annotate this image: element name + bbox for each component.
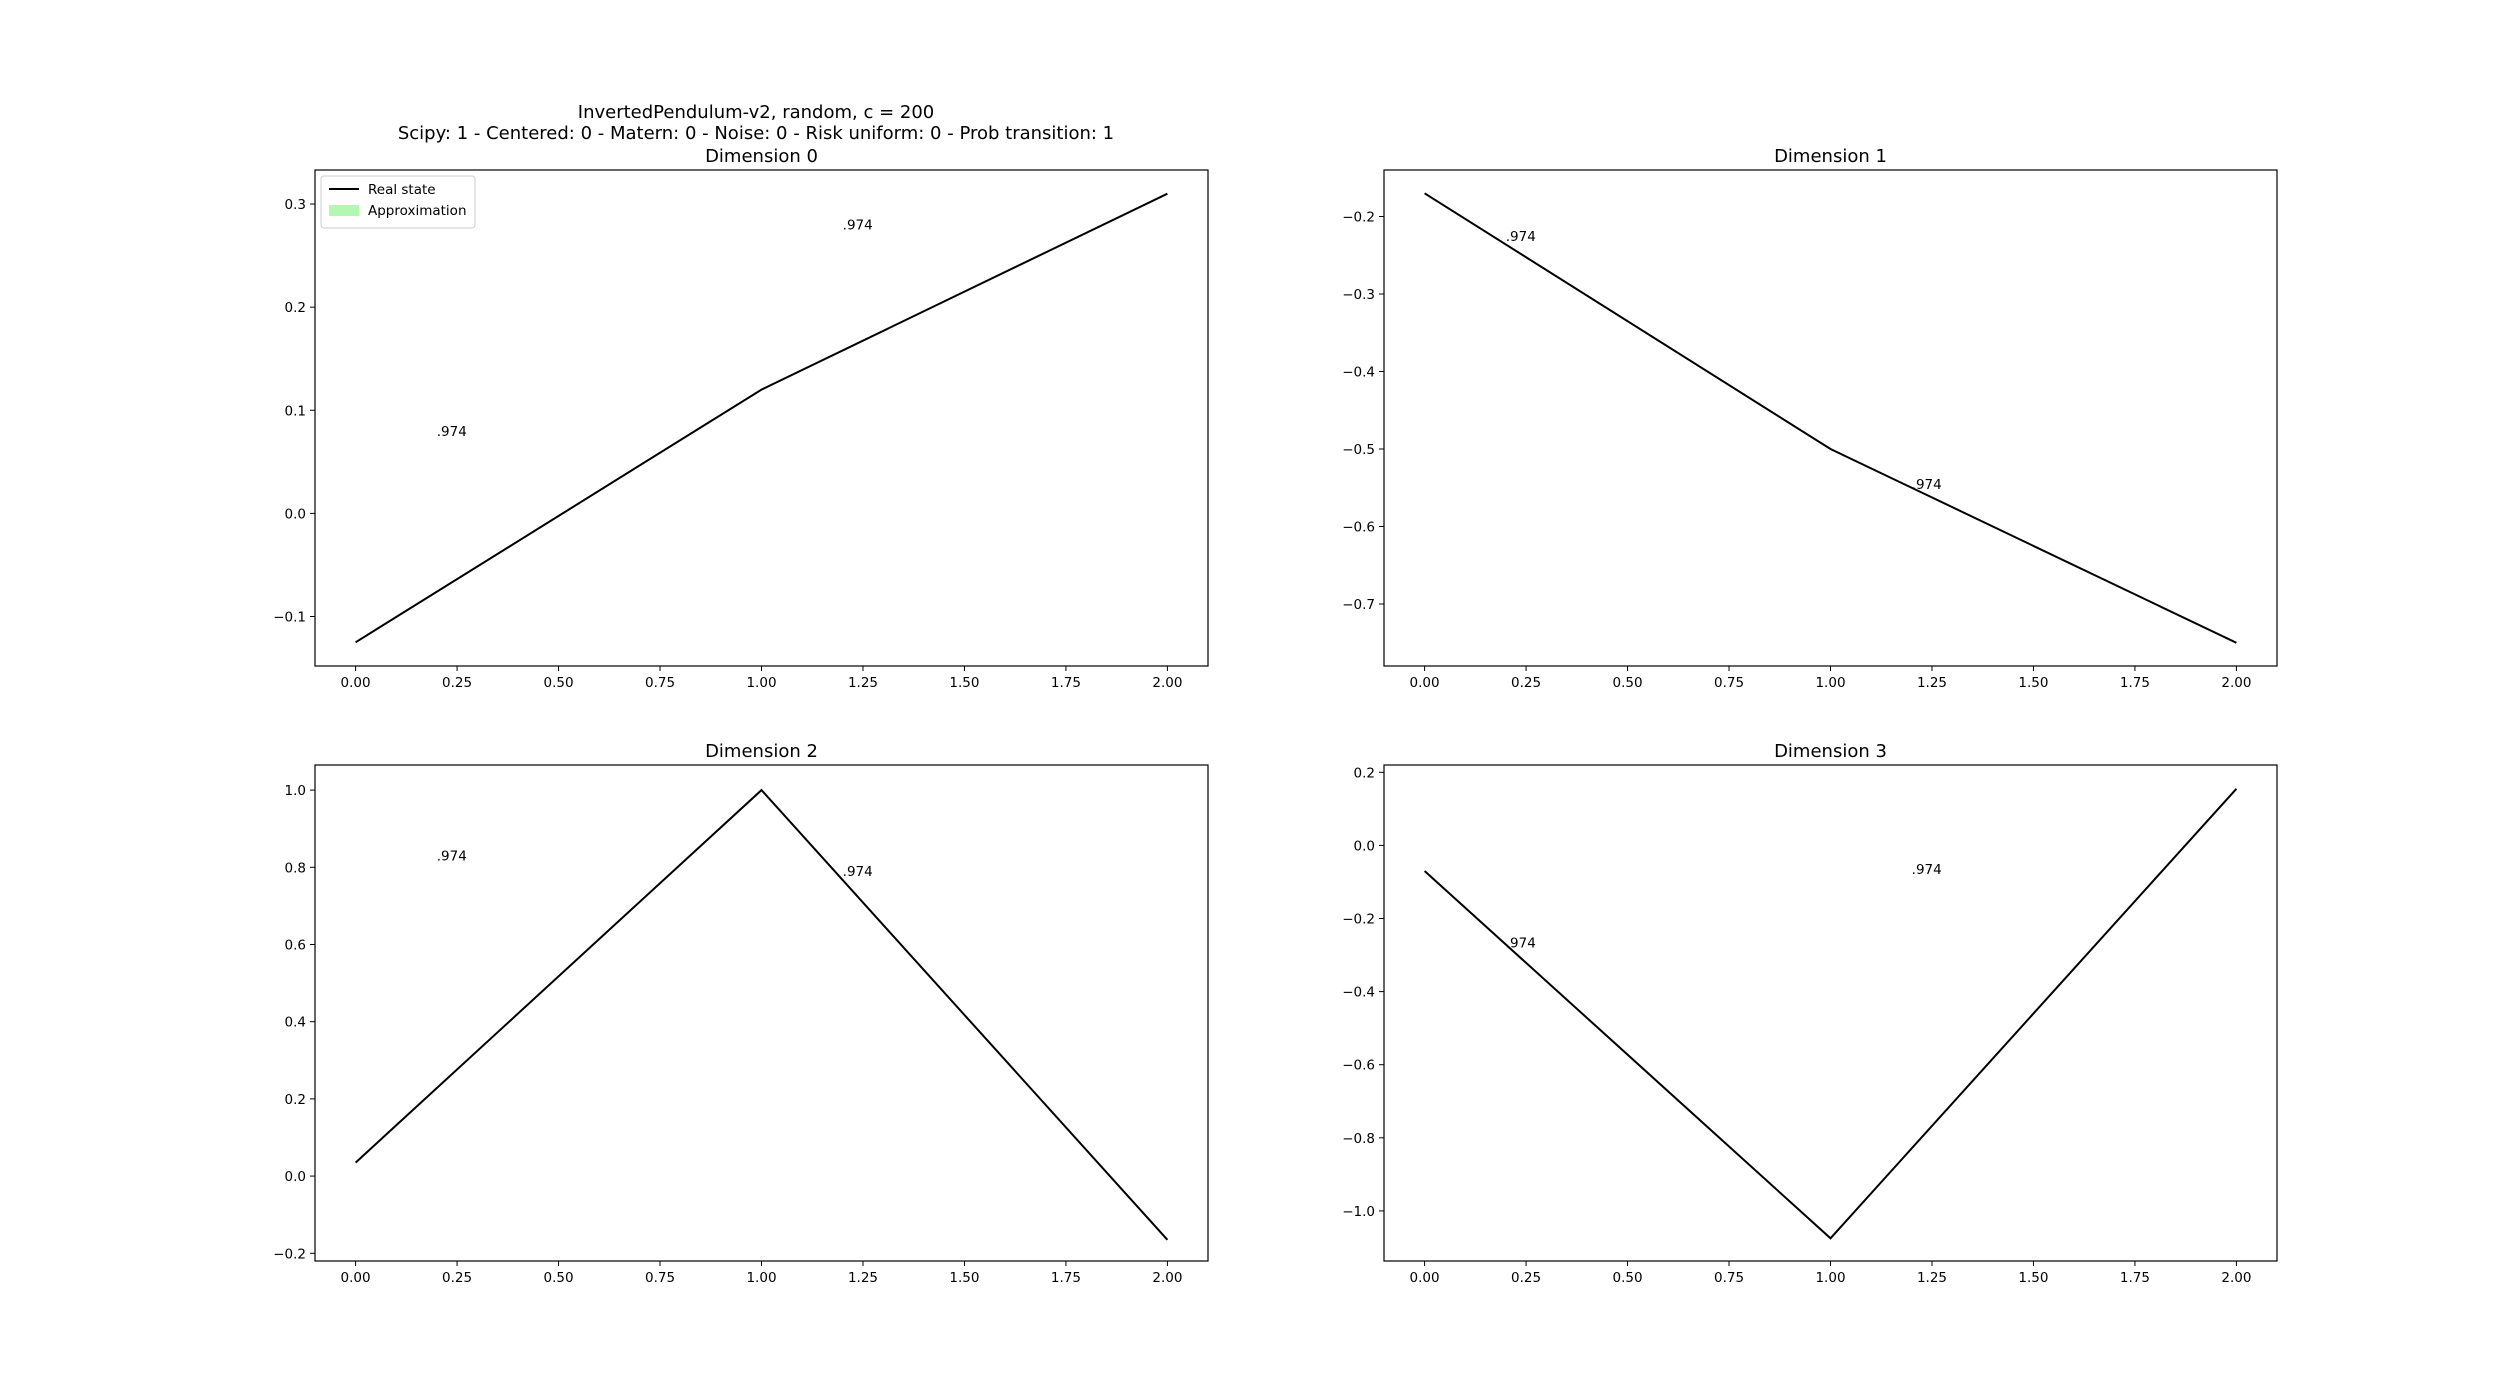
y-tick-label: −0.6 bbox=[1342, 520, 1375, 536]
subplot-title: Dimension 0 bbox=[705, 146, 818, 167]
annotation-label: .974 bbox=[843, 218, 873, 234]
y-tick-label: 0.6 bbox=[285, 937, 306, 953]
x-tick-label: 0.25 bbox=[1511, 1270, 1541, 1286]
x-tick-label: 1.75 bbox=[2120, 675, 2150, 691]
subplot-title: Dimension 2 bbox=[705, 741, 818, 762]
series-line-real-state bbox=[1423, 788, 2238, 1240]
annotation-label: .974 bbox=[1912, 477, 1942, 493]
subplot-2: Dimension 2 0.00 0.25 0.50 0.75 1.00 1.25 1.50 1… bbox=[273, 741, 1209, 1286]
x-tick-label: 0.00 bbox=[341, 1270, 371, 1286]
x-tick-label: 0.00 bbox=[1410, 675, 1440, 691]
x-tick-label: 1.75 bbox=[2120, 1270, 2150, 1286]
annotation-label: .974 bbox=[437, 849, 467, 865]
series-line-real-state bbox=[1424, 192, 2237, 644]
x-tick-label: 1.00 bbox=[1815, 675, 1845, 691]
y-tick-label: 0.2 bbox=[1354, 765, 1375, 781]
y-tick-label: −0.1 bbox=[273, 610, 306, 626]
y-tick-label: −0.4 bbox=[1342, 985, 1375, 1001]
x-tick-label: 2.00 bbox=[1152, 1270, 1182, 1286]
x-tick-label: 1.25 bbox=[1917, 1270, 1947, 1286]
series-line-real-state bbox=[354, 788, 1169, 1241]
subplot-title: Dimension 1 bbox=[1774, 146, 1887, 167]
x-tick-label: 0.50 bbox=[1613, 1270, 1643, 1286]
y-tick-label: −0.2 bbox=[1342, 210, 1375, 226]
y-tick-label: 0.2 bbox=[285, 300, 306, 316]
x-tick-label: 2.00 bbox=[1152, 675, 1182, 691]
x-tick-label: 0.50 bbox=[544, 675, 574, 691]
annotation-label: .974 bbox=[1506, 229, 1536, 245]
x-tick-label: 1.50 bbox=[949, 1270, 979, 1286]
subplot-title: Dimension 3 bbox=[1774, 741, 1887, 762]
y-tick-label: 1.0 bbox=[285, 783, 306, 799]
y-tick-label: 0.2 bbox=[285, 1092, 306, 1108]
x-tick-label: 1.25 bbox=[848, 1270, 878, 1286]
y-tick-label: −0.7 bbox=[1342, 597, 1375, 613]
annotation-label: .974 bbox=[843, 864, 873, 880]
annotation-label: .974 bbox=[1912, 862, 1942, 878]
y-tick-label: 0.8 bbox=[285, 860, 306, 876]
subplot-3: Dimension 3 0.00 0.25 0.50 0.75 1.00 1.25 1.50 1… bbox=[1342, 741, 2278, 1286]
x-tick-label: 1.25 bbox=[848, 675, 878, 691]
subplot-1: Dimension 1 0.00 0.25 0.50 0.75 1.00 1.25 1.50 1… bbox=[1342, 146, 2278, 691]
x-tick-label: 0.75 bbox=[645, 675, 675, 691]
y-tick-label: −0.2 bbox=[273, 1246, 306, 1262]
x-tick-label: 0.75 bbox=[645, 1270, 675, 1286]
y-tick-label: −0.5 bbox=[1342, 442, 1375, 458]
x-tick-label: 0.75 bbox=[1714, 1270, 1744, 1286]
y-tick-label: −0.3 bbox=[1342, 287, 1375, 303]
x-tick-label: 0.75 bbox=[1714, 675, 1744, 691]
y-tick-label: 0.0 bbox=[285, 1169, 306, 1185]
x-tick-label: 0.00 bbox=[1410, 1270, 1440, 1286]
legend-label-approximation: Approximation bbox=[368, 203, 467, 219]
x-tick-label: 1.25 bbox=[1917, 675, 1947, 691]
x-tick-label: 2.00 bbox=[2221, 675, 2251, 691]
x-tick-label: 1.75 bbox=[1051, 1270, 1081, 1286]
x-tick-label: 0.25 bbox=[1511, 675, 1541, 691]
x-tick-label: 0.25 bbox=[442, 675, 472, 691]
y-tick-label: −0.8 bbox=[1342, 1131, 1375, 1147]
y-tick-label: −0.4 bbox=[1342, 365, 1375, 381]
x-tick-label: 1.50 bbox=[949, 675, 979, 691]
axes-frame bbox=[1383, 764, 2278, 1262]
series-line-real-state bbox=[355, 192, 1168, 644]
x-tick-label: 1.75 bbox=[1051, 675, 1081, 691]
axes-frame bbox=[1383, 169, 2278, 667]
x-tick-label: 2.00 bbox=[2221, 1270, 2251, 1286]
y-tick-label: 0.0 bbox=[1354, 838, 1375, 854]
y-tick-label: 0.4 bbox=[285, 1015, 306, 1031]
x-tick-label: 0.25 bbox=[442, 1270, 472, 1286]
x-tick-label: 1.50 bbox=[2018, 675, 2048, 691]
axes-frame bbox=[314, 169, 1209, 667]
subplot-0: Dimension 0 0.00 0.25 0.50 0.75 1.00 1.25 1.50 1… bbox=[273, 146, 1209, 691]
x-tick-label: 1.00 bbox=[746, 1270, 776, 1286]
x-tick-label: 1.00 bbox=[1815, 1270, 1845, 1286]
x-tick-label: 1.50 bbox=[2018, 1270, 2048, 1286]
legend-box bbox=[320, 175, 476, 229]
legend-patch-approximation bbox=[329, 205, 359, 216]
y-tick-label: −0.2 bbox=[1342, 912, 1375, 928]
x-tick-label: 0.50 bbox=[544, 1270, 574, 1286]
x-tick-label: 0.50 bbox=[1613, 675, 1643, 691]
x-tick-label: 0.00 bbox=[341, 675, 371, 691]
axes-frame bbox=[314, 764, 1209, 1262]
y-tick-label: 0.3 bbox=[285, 197, 306, 213]
y-tick-label: 0.1 bbox=[285, 403, 306, 419]
legend-label-real-state: Real state bbox=[368, 182, 436, 198]
figure-title-line-1: InvertedPendulum-v2, random, c = 200 bbox=[578, 102, 934, 123]
y-tick-label: −1.0 bbox=[1342, 1204, 1375, 1220]
y-tick-label: −0.6 bbox=[1342, 1058, 1375, 1074]
x-tick-label: 1.00 bbox=[746, 675, 776, 691]
y-tick-label: 0.0 bbox=[285, 506, 306, 522]
annotation-label: .974 bbox=[1506, 935, 1536, 951]
annotation-label: .974 bbox=[437, 424, 467, 440]
figure-title-line-2: Scipy: 1 - Centered: 0 - Matern: 0 - Noi… bbox=[398, 123, 1114, 144]
legend: Real state Approximation bbox=[320, 175, 476, 229]
